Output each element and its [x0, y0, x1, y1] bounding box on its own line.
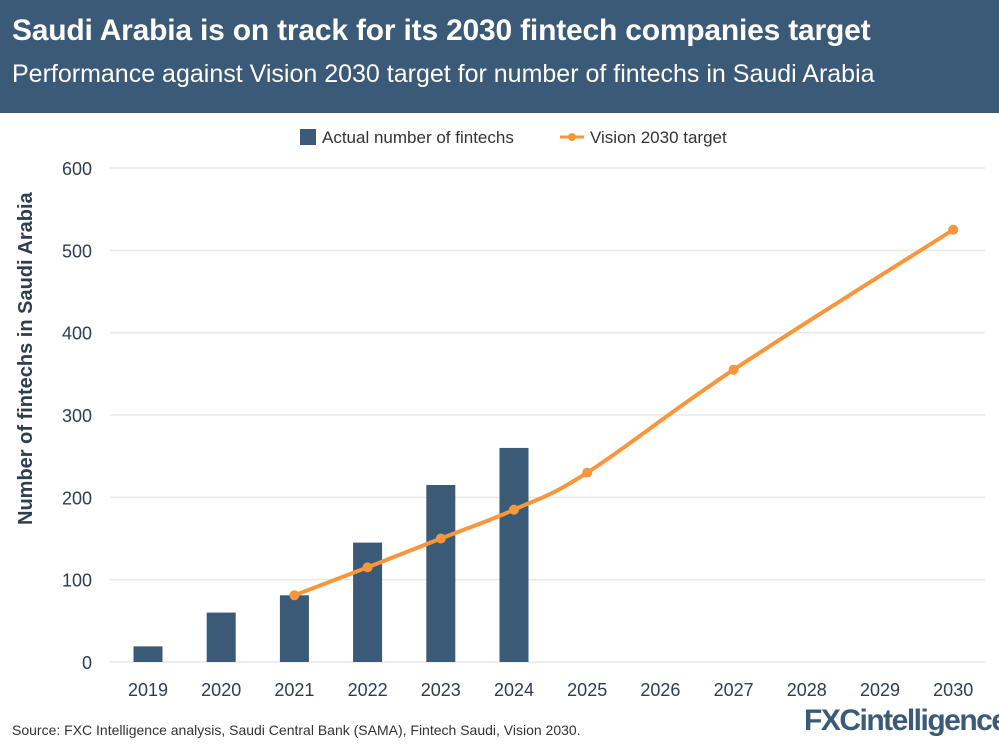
chart-subtitle: Performance against Vision 2030 target f… — [12, 60, 875, 88]
x-tick-label: 2021 — [274, 680, 314, 700]
bar-2020 — [206, 612, 236, 662]
legend-label-actual: Actual number of fintechs — [322, 128, 514, 147]
x-tick-label: 2026 — [640, 680, 680, 700]
x-tick-label: 2029 — [860, 680, 900, 700]
target-point — [509, 504, 519, 515]
x-tick-label: 2019 — [128, 680, 168, 700]
x-tick-label: 2023 — [421, 680, 461, 700]
chart-title: Saudi Arabia is on track for its 2030 fi… — [12, 14, 871, 47]
y-tick-label: 500 — [62, 241, 92, 261]
legend-label-target: Vision 2030 target — [590, 128, 727, 147]
y-tick-label: 300 — [62, 406, 92, 426]
x-tick-label: 2027 — [714, 680, 754, 700]
bar-2019 — [133, 646, 163, 662]
target-point — [582, 467, 593, 478]
legend-line-marker — [568, 133, 576, 141]
legend: Actual number of fintechs Vision 2030 ta… — [300, 128, 727, 147]
target-point — [435, 533, 446, 544]
x-tick-label: 2022 — [348, 680, 388, 700]
bar-2022 — [353, 542, 383, 662]
x-tick-label: 2030 — [933, 680, 973, 700]
x-tick-label: 2028 — [787, 680, 827, 700]
y-tick-label: 600 — [62, 159, 92, 179]
bar-2024 — [499, 447, 529, 662]
bar-2021 — [279, 595, 309, 662]
y-tick-label: 100 — [62, 571, 92, 591]
target-point — [362, 562, 373, 573]
y-tick-label: 0 — [82, 653, 92, 673]
x-tick-label: 2020 — [201, 680, 241, 700]
target-line — [293, 228, 955, 598]
chart: Actual number of fintechs Vision 2030 ta… — [15, 128, 985, 700]
y-tick-label: 400 — [62, 324, 92, 344]
y-axis-label: Number of fintechs in Saudi Arabia — [15, 191, 37, 525]
header: Saudi Arabia is on track for its 2030 fi… — [0, 0, 999, 113]
target-point — [948, 224, 959, 235]
target-point — [289, 590, 300, 601]
source-note: Source: FXC Intelligence analysis, Saudi… — [12, 722, 581, 738]
fxc-logo: FXCintelligence — [804, 704, 999, 737]
x-tick-label: 2024 — [494, 680, 534, 700]
target-point — [728, 364, 739, 375]
x-tick-label: 2025 — [567, 680, 607, 700]
y-tick-label: 200 — [62, 488, 92, 508]
bar-2023 — [426, 484, 456, 662]
legend-bar-swatch — [300, 129, 316, 145]
